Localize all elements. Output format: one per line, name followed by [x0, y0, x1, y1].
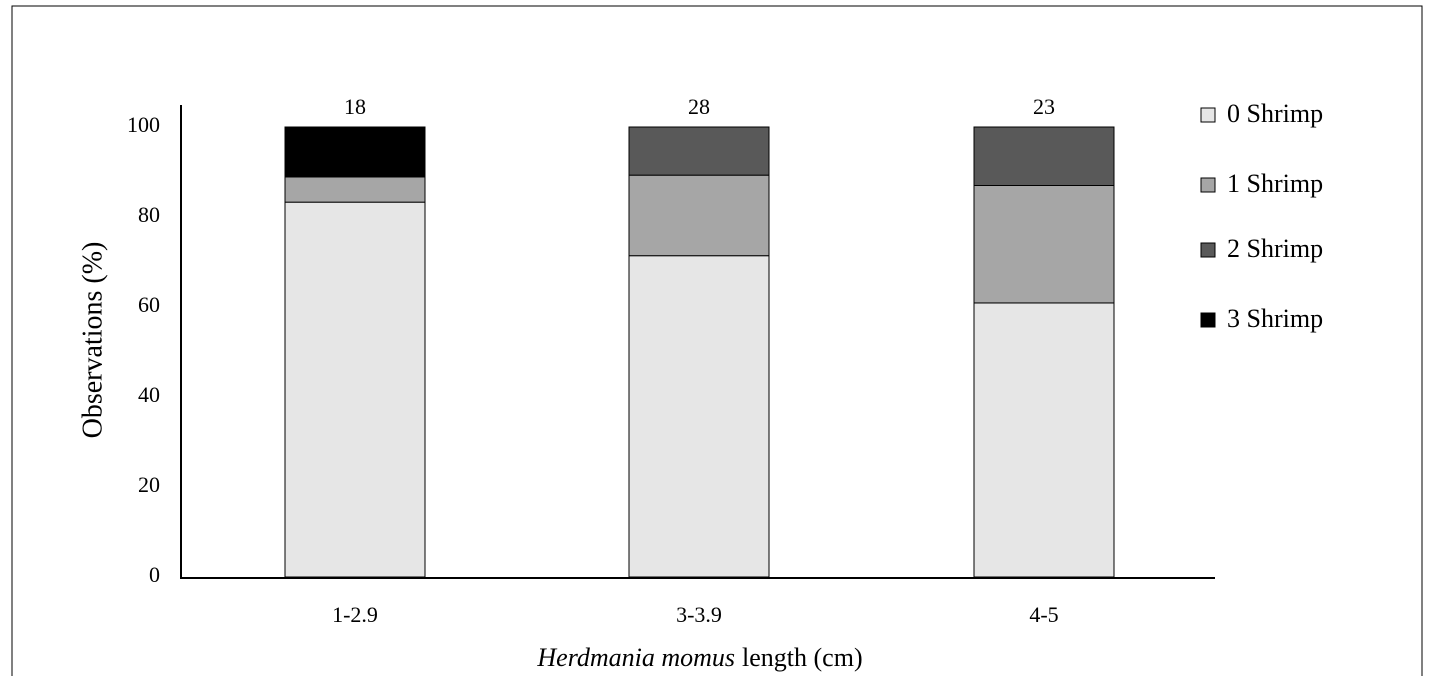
x-axis-title-rest: length (cm): [742, 643, 863, 672]
bar-segment: [973, 185, 1115, 304]
legend-swatch: [1200, 177, 1216, 193]
bar-segment: [973, 126, 1115, 186]
y-tick-label: 80: [138, 202, 160, 227]
y-axis-title: Observations (%): [77, 242, 108, 439]
bar-segment: [284, 201, 426, 578]
legend-swatch: [1200, 242, 1216, 258]
y-tick-label: 100: [127, 112, 160, 137]
x-tick-label: 4-5: [1029, 602, 1058, 627]
bar-segment: [284, 126, 426, 178]
legend-label: 2 Shrimp: [1227, 234, 1323, 263]
legend-label: 0 Shrimp: [1227, 99, 1323, 128]
y-tick-label: 20: [138, 472, 160, 497]
x-axis-title: Herdmania momus length (cm): [536, 643, 862, 672]
bar-segment: [628, 255, 770, 578]
y-tick-label: 40: [138, 382, 160, 407]
frame: [11, 5, 1423, 676]
total-label: 18: [344, 94, 366, 119]
legend-swatch: [1200, 107, 1216, 123]
bar-segment: [628, 126, 770, 176]
bar-segment: [628, 174, 770, 257]
legend-label: 1 Shrimp: [1227, 169, 1323, 198]
y-tick-label: 60: [138, 292, 160, 317]
total-label: 28: [688, 94, 710, 119]
legend-label: 3 Shrimp: [1227, 304, 1323, 333]
x-axis-title-italic: Herdmania momus: [536, 643, 735, 672]
y-tick-label: 0: [149, 562, 160, 587]
bar-segment: [284, 176, 426, 203]
total-label: 23: [1033, 94, 1055, 119]
x-tick-label: 1-2.9: [332, 602, 378, 627]
legend-swatch: [1200, 312, 1216, 328]
bar-segment: [973, 302, 1115, 578]
x-tick-label: 3-3.9: [676, 602, 722, 627]
